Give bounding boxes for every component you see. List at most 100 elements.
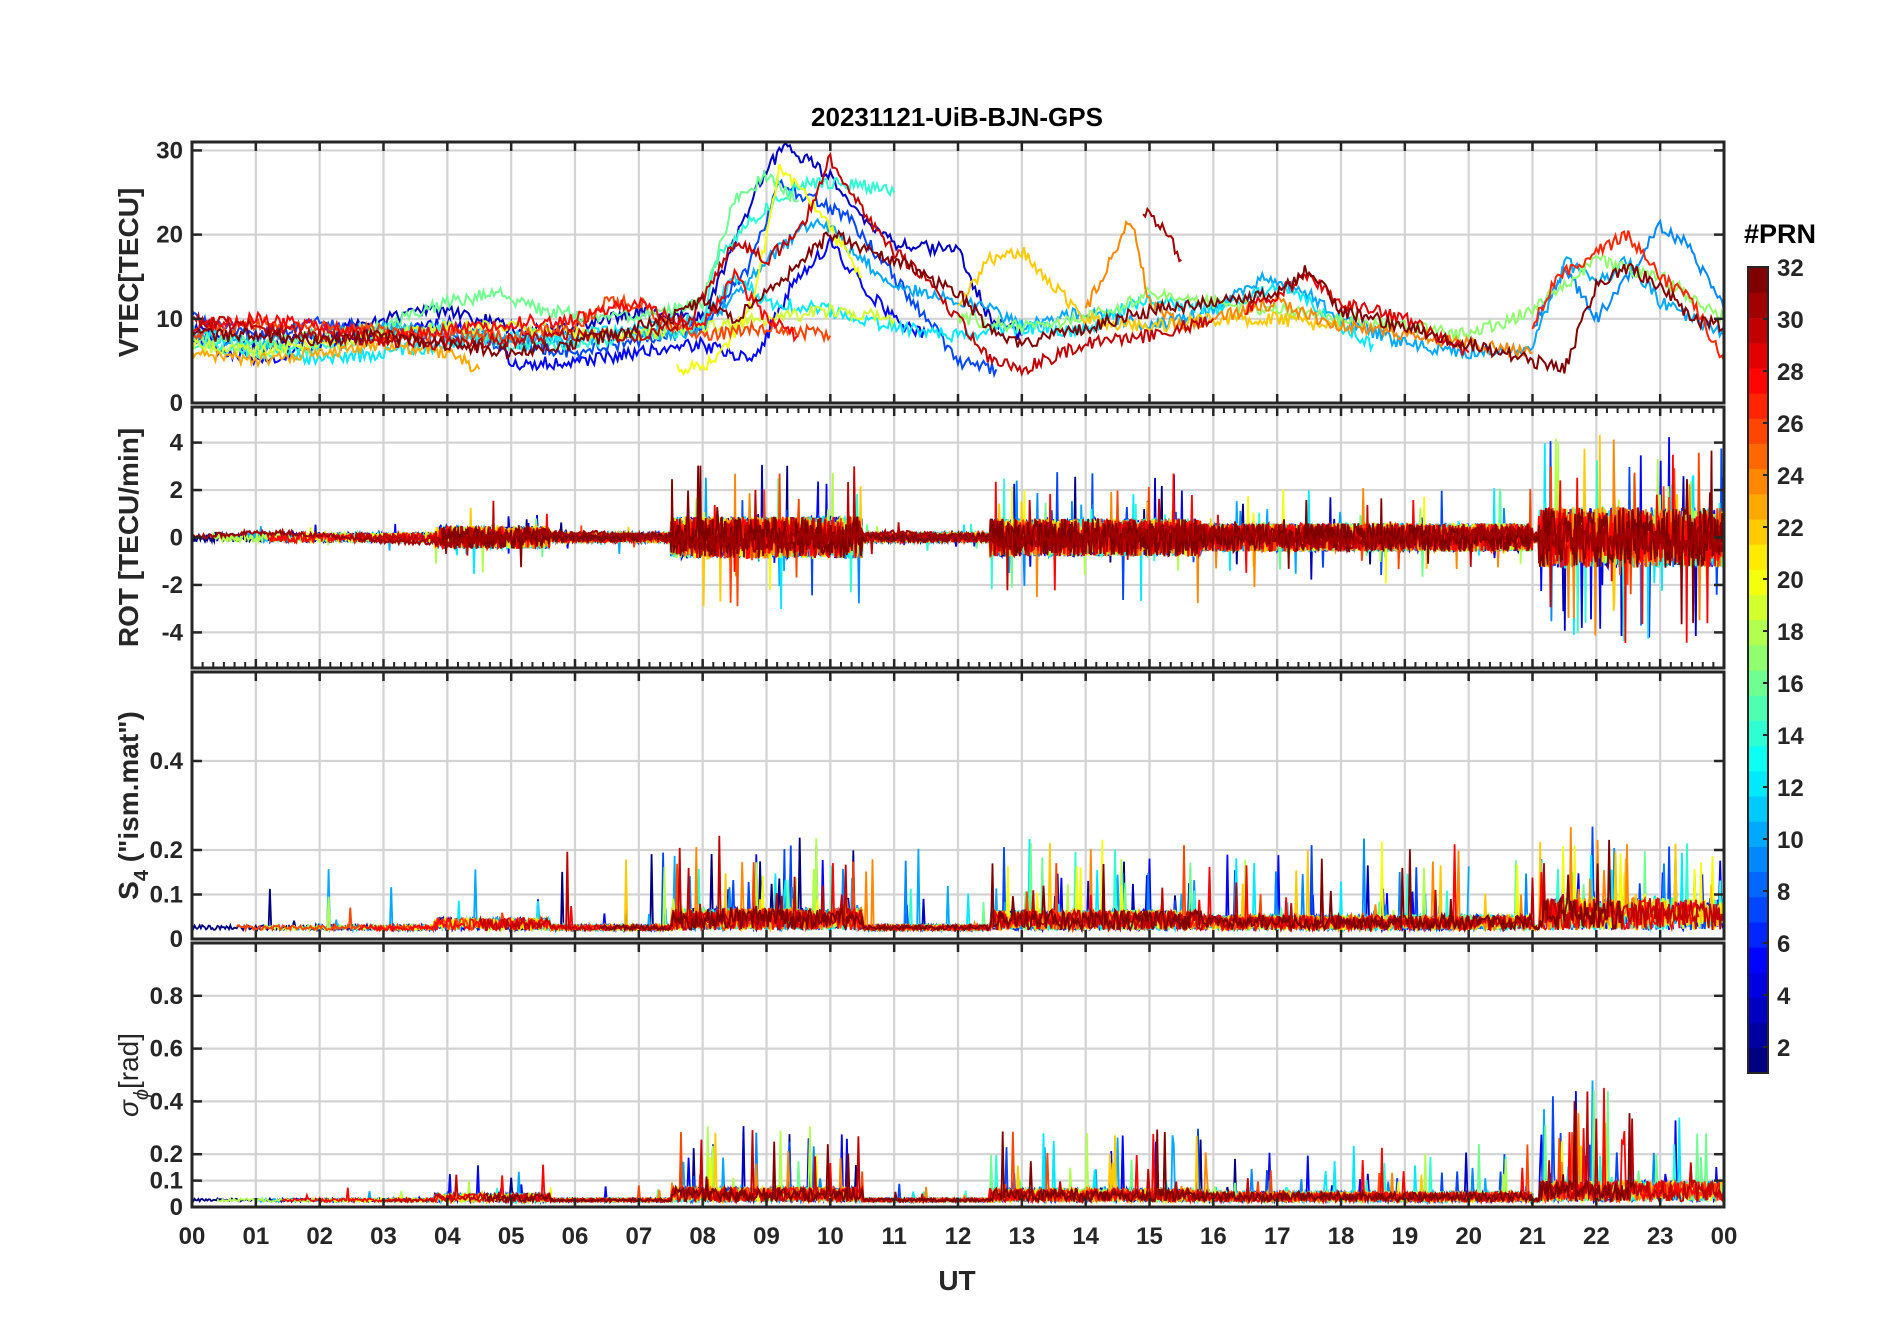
y-axis-title-s4: S4 ("ism.mat") xyxy=(113,711,153,900)
colorbar-tick-label: 2 xyxy=(1777,1035,1790,1062)
colorbar-title: #PRN xyxy=(1744,219,1816,249)
y-tick-label: 0 xyxy=(170,1194,183,1221)
colorbar-segment xyxy=(1748,720,1768,747)
x-tick-label: 01 xyxy=(242,1223,269,1250)
colorbar-segment xyxy=(1748,518,1768,545)
colorbar-segment xyxy=(1748,795,1768,822)
vtec-trace-prn-32 xyxy=(192,229,1724,374)
y-axis-title-sub: 4 xyxy=(131,869,153,881)
x-tick-label: 06 xyxy=(562,1223,589,1250)
x-tick-label: 16 xyxy=(1200,1223,1227,1250)
x-tick-label: 17 xyxy=(1264,1223,1291,1250)
colorbar-segment xyxy=(1748,871,1768,898)
colorbar-segment xyxy=(1748,594,1768,621)
vtec-trace-prn-27 xyxy=(1531,230,1724,362)
vtec-traces xyxy=(192,142,1724,379)
colorbar-segment xyxy=(1748,544,1768,570)
colorbar-tick-label: 26 xyxy=(1777,411,1804,438)
x-tick-label: 21 xyxy=(1519,1223,1546,1250)
y-tick-label: 0.2 xyxy=(150,1141,183,1168)
y-axis-title-sigma_phi: σϕ[rad] xyxy=(113,1033,153,1117)
vtec-trace-prn-31 xyxy=(1142,206,1182,263)
y-tick-label: 0.4 xyxy=(150,748,184,775)
colorbar-segment xyxy=(1748,947,1768,973)
y-axis-title-vtec: VTEC[TECU] xyxy=(113,188,144,358)
x-tick-label: 07 xyxy=(625,1223,652,1250)
y-tick-label: 0.6 xyxy=(150,1036,183,1063)
chart-title: 20231121-UiB-BJN-GPS xyxy=(811,102,1103,132)
colorbar-segment xyxy=(1748,770,1768,797)
x-tick-label: 18 xyxy=(1328,1223,1355,1250)
colorbar-segment xyxy=(1748,745,1768,772)
vtec-trace-prn-28 xyxy=(192,267,799,345)
y-tick-label: -4 xyxy=(162,619,184,646)
colorbar-segment xyxy=(1748,443,1768,470)
x-tick-label: 02 xyxy=(306,1223,333,1250)
sigma-trace-prn-32 xyxy=(484,1101,1636,1205)
colorbar-segment xyxy=(1748,670,1768,696)
colorbar-frame xyxy=(1747,266,1769,1074)
colorbar-segment xyxy=(1748,644,1768,671)
vtec-trace-prn-7 xyxy=(192,178,998,379)
y-tick-label: 0 xyxy=(170,926,183,953)
y-tick-label: 30 xyxy=(156,137,183,164)
x-tick-label: 00 xyxy=(1711,1223,1738,1250)
x-tick-label: 14 xyxy=(1072,1223,1099,1250)
y-axis-title-main: σ xyxy=(113,1099,144,1117)
colorbar-tick-label: 18 xyxy=(1777,619,1804,646)
y-tick-label: 2 xyxy=(170,477,183,504)
colorbar-segment xyxy=(1748,418,1768,444)
colorbar-tick-label: 28 xyxy=(1777,359,1804,386)
y-tick-label: -2 xyxy=(162,572,183,599)
x-tick-label: 09 xyxy=(753,1223,780,1250)
y-axis-title-sub: ϕ xyxy=(131,1089,153,1100)
vtec-trace-prn-24 xyxy=(1084,219,1533,359)
colorbar-segment xyxy=(1748,367,1768,394)
y-tick-label: 0.2 xyxy=(150,837,183,864)
y-tick-label: 0.8 xyxy=(150,983,183,1010)
colorbar-segment xyxy=(1748,1022,1768,1049)
y-axis-title-rot: ROT [TECU/min] xyxy=(113,428,144,647)
colorbar-segment xyxy=(1748,1047,1768,1074)
colorbar-segment xyxy=(1748,493,1768,520)
y-tick-label: 0.4 xyxy=(150,1088,184,1115)
y-tick-label: 10 xyxy=(156,306,183,333)
x-tick-label: 20 xyxy=(1455,1223,1482,1250)
y-axis-title-rest: ("ism.mat") xyxy=(113,711,144,870)
colorbar-segment xyxy=(1748,997,1768,1024)
colorbar-segment xyxy=(1748,619,1768,646)
y-tick-label: 0 xyxy=(170,390,183,417)
vtec-trace-prn-30 xyxy=(192,151,1215,377)
x-tick-label: 19 xyxy=(1391,1223,1418,1250)
colorbar-tick-label: 6 xyxy=(1777,931,1790,958)
y-tick-label: 20 xyxy=(156,222,183,249)
colorbar-segment xyxy=(1748,695,1768,721)
x-tick-label: 11 xyxy=(881,1223,906,1250)
scint-s4-traces xyxy=(192,826,1724,934)
colorbar-tick-label: 8 xyxy=(1777,879,1790,906)
colorbar-segment xyxy=(1748,921,1768,948)
x-axis-title: UT xyxy=(938,1265,975,1296)
x-tick-label: 00 xyxy=(179,1223,206,1250)
y-tick-label: 0 xyxy=(170,525,183,552)
colorbar-tick-label: 22 xyxy=(1777,515,1804,542)
x-tick-label: 13 xyxy=(1008,1223,1035,1250)
colorbar-segment xyxy=(1748,569,1768,596)
colorbar-segment xyxy=(1748,292,1768,318)
x-tick-label: 08 xyxy=(689,1223,716,1250)
x-tick-label: 10 xyxy=(817,1223,844,1250)
x-tick-label: 12 xyxy=(945,1223,972,1250)
y-axis-title-main: S xyxy=(113,881,144,900)
x-tick-label: 23 xyxy=(1647,1223,1674,1250)
vtec-trace-prn-20 xyxy=(676,163,863,377)
vtec-trace-prn-22 xyxy=(957,246,1342,333)
y-tick-label: 4 xyxy=(170,430,184,457)
s4-trace-prn-32 xyxy=(599,839,1623,934)
colorbar-tick-label: 14 xyxy=(1777,723,1804,750)
colorbar-segment xyxy=(1748,972,1768,999)
colorbar-tick-label: 32 xyxy=(1777,255,1804,282)
rot-trace-prn-31 xyxy=(192,523,1724,557)
